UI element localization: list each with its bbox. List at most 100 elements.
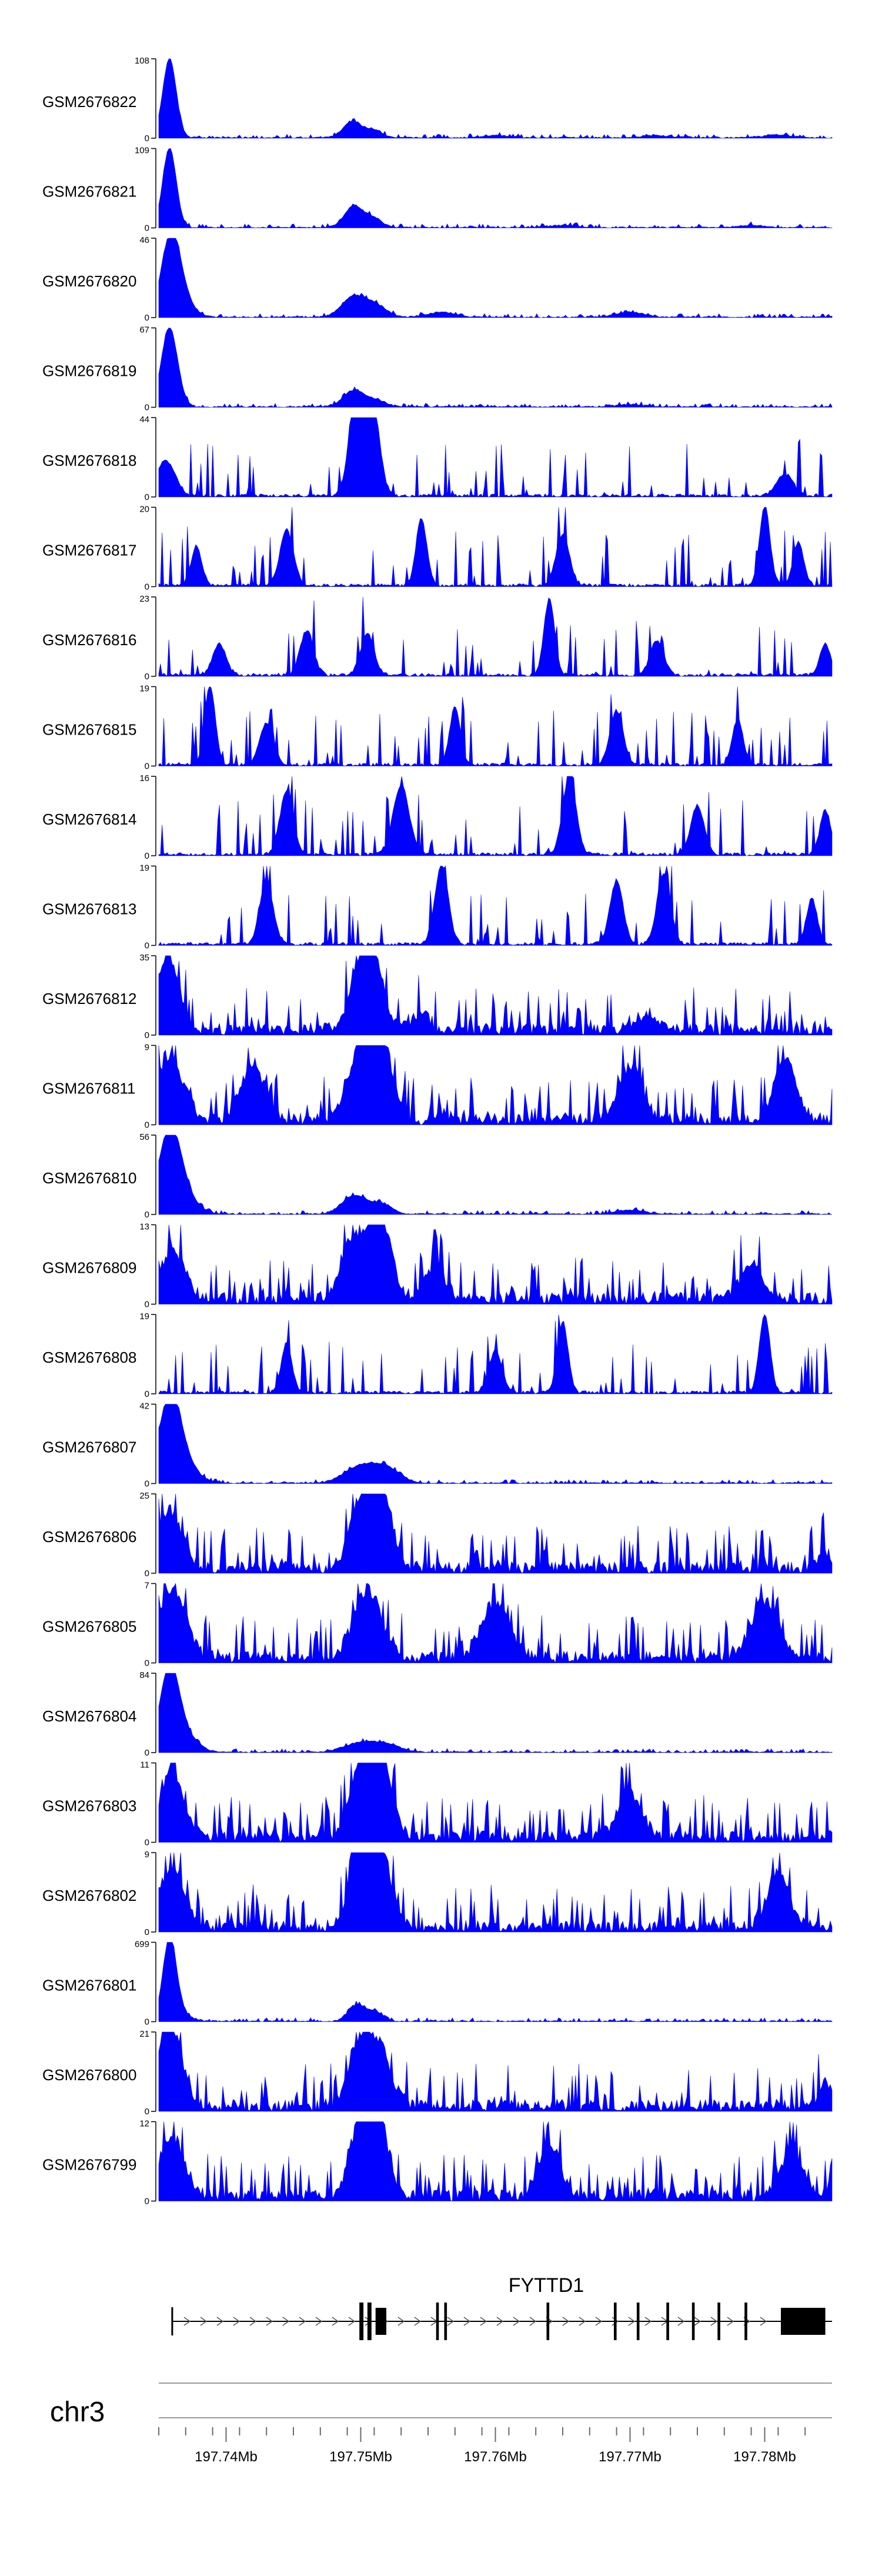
data-tracks: GSM2676822 108 0 GSM2676821 109 0 GSM2676820 46… [42, 56, 833, 2207]
y-max-label: 42 [139, 1402, 149, 1412]
coordinate-label: 197.75Mb [329, 2449, 392, 2465]
coverage-area [158, 1045, 833, 1126]
track-GSM2676820: GSM2676820 46 0 [42, 235, 833, 323]
coverage-area [158, 58, 833, 139]
y-max-label: 23 [139, 594, 149, 604]
track-GSM2676813: GSM2676813 19 0 [42, 863, 833, 951]
coverage-area [158, 1942, 833, 2022]
track-GSM2676803: GSM2676803 11 0 [42, 1760, 833, 1848]
coverage-area [158, 865, 833, 946]
strand-chevron [183, 2317, 191, 2326]
coverage-area [158, 507, 833, 588]
strand-chevron [447, 2317, 455, 2326]
strand-chevron [529, 2317, 537, 2326]
track-GSM2676817: GSM2676817 20 0 [42, 505, 833, 592]
strand-chevron [710, 2317, 718, 2326]
y-zero-label: 0 [145, 1927, 149, 1937]
y-zero-label: 0 [145, 1659, 149, 1669]
track-label: GSM2676799 [42, 2156, 136, 2174]
y-max-label: 13 [139, 1222, 149, 1232]
coverage-area [158, 1673, 833, 1753]
coordinate-label: 197.77Mb [599, 2449, 662, 2465]
strand-chevron [249, 2317, 257, 2326]
track-GSM2676807: GSM2676807 42 0 [42, 1402, 833, 1489]
coverage-area [158, 2031, 833, 2112]
y-max-label: 699 [135, 1940, 149, 1950]
coordinate-label: 197.74Mb [195, 2449, 258, 2465]
track-GSM2676812: GSM2676812 35 0 [42, 953, 833, 1040]
y-max-label: 19 [139, 1312, 149, 1322]
coverage-area [158, 1493, 833, 1574]
gene-track: FYTTD1 [171, 2274, 832, 2340]
y-max-label: 9 [145, 1850, 149, 1860]
y-max-label: 108 [135, 56, 149, 66]
coverage-area [158, 1763, 833, 1843]
track-GSM2676808: GSM2676808 19 0 [42, 1312, 833, 1399]
coverage-area [158, 686, 833, 767]
gene-exon [375, 2308, 386, 2335]
strand-chevron [694, 2317, 701, 2326]
strand-chevron [480, 2317, 487, 2326]
y-max-label: 56 [139, 1132, 149, 1142]
track-label: GSM2676813 [42, 900, 136, 918]
y-max-label: 19 [139, 684, 149, 694]
track-GSM2676806: GSM2676806 25 0 [42, 1491, 833, 1579]
y-max-label: 11 [140, 1760, 149, 1770]
track-label: GSM2676802 [42, 1887, 136, 1904]
strand-chevron [414, 2317, 422, 2326]
coverage-area [158, 417, 833, 498]
coverage-area [158, 1404, 833, 1484]
track-label: GSM2676822 [42, 93, 136, 111]
y-max-label: 20 [139, 505, 149, 515]
strand-chevron [463, 2317, 471, 2326]
gene-terminal-exon [781, 2308, 826, 2335]
coverage-area [158, 955, 833, 1036]
y-max-label: 46 [139, 235, 149, 245]
track-label: GSM2676811 [42, 1080, 136, 1097]
strand-chevron [299, 2317, 306, 2326]
strand-chevron [513, 2317, 520, 2326]
y-max-label: 7 [145, 1581, 149, 1591]
track-GSM2676815: GSM2676815 19 0 [42, 684, 833, 772]
gene-exon [436, 2303, 439, 2340]
y-max-label: 84 [139, 1670, 149, 1680]
track-label: GSM2676816 [42, 631, 136, 649]
y-max-label: 9 [145, 1043, 149, 1053]
coverage-area [158, 1224, 833, 1304]
coverage-area [158, 2121, 833, 2201]
y-max-label: 16 [139, 773, 149, 783]
track-GSM2676814: GSM2676814 16 0 [42, 773, 833, 861]
strand-chevron [727, 2317, 734, 2326]
track-label: GSM2676819 [42, 362, 136, 380]
y-zero-label: 0 [145, 1120, 149, 1130]
coverage-area [158, 1134, 833, 1215]
gene-name-label: FYTTD1 [509, 2274, 584, 2297]
coverage-area [158, 328, 833, 408]
y-zero-label: 0 [145, 313, 149, 323]
y-max-label: 21 [139, 2029, 149, 2039]
track-label: GSM2676821 [42, 183, 136, 201]
track-label: GSM2676800 [42, 2066, 136, 2084]
genome-axis: 197.74Mb 197.75Mb 197.76Mb 197.77Mb 197.78Mb [158, 2427, 806, 2465]
y-zero-label: 0 [145, 941, 149, 951]
coordinate-label: 197.78Mb [733, 2449, 796, 2465]
y-zero-label: 0 [145, 1748, 149, 1758]
y-zero-label: 0 [145, 1569, 149, 1579]
gene-exon [691, 2303, 695, 2340]
y-zero-label: 0 [145, 672, 149, 682]
y-max-label: 35 [139, 953, 149, 963]
track-label: GSM2676817 [42, 542, 136, 559]
coordinate-label: 197.76Mb [464, 2449, 527, 2465]
y-zero-label: 0 [145, 2017, 149, 2027]
chromosome-ideogram: chr3 [50, 2383, 832, 2428]
gene-exon [546, 2303, 550, 2340]
y-zero-label: 0 [145, 1479, 149, 1489]
y-zero-label: 0 [145, 1030, 149, 1040]
track-label: GSM2676805 [42, 1618, 136, 1636]
coverage-area [158, 1314, 833, 1394]
track-label: GSM2676812 [42, 990, 136, 1007]
strand-chevron [562, 2317, 570, 2326]
strand-chevron [628, 2317, 636, 2326]
gene-exon [666, 2303, 669, 2340]
track-label: GSM2676807 [42, 1439, 136, 1456]
